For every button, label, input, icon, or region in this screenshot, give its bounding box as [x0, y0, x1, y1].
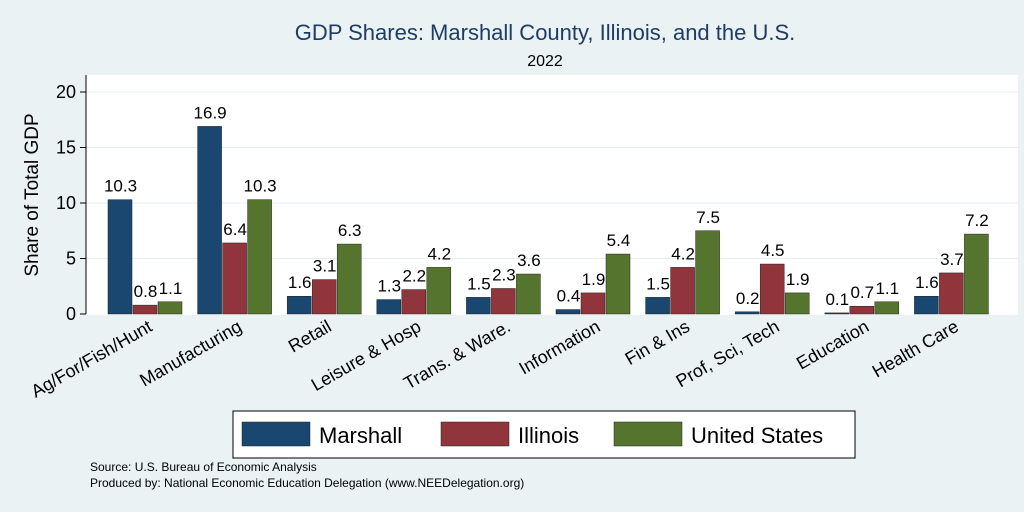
bar: [197, 126, 222, 315]
bar: [336, 243, 362, 315]
data-label: 4.2: [427, 244, 451, 263]
bar: [157, 301, 183, 315]
y-tick-label: 10: [56, 193, 76, 213]
legend-label: Marshall: [319, 423, 402, 448]
y-ticks: 0 5 10 15 20: [56, 82, 86, 324]
bar: [784, 292, 810, 315]
y-tick-label: 15: [56, 138, 76, 158]
bar: [824, 312, 850, 315]
legend-swatch: [440, 421, 510, 447]
y-axis-label: Share of Total GDP: [22, 113, 43, 276]
data-label: 4.5: [761, 241, 785, 260]
legend-label: Illinois: [518, 423, 579, 448]
data-label: 1.1: [875, 279, 899, 298]
bar: [645, 297, 670, 315]
category-label: Retail: [285, 316, 335, 356]
chart-title: GDP Shares: Marshall County, Illinois, a…: [295, 20, 796, 45]
bar: [401, 289, 427, 315]
data-label: 7.5: [696, 208, 720, 227]
data-label: 1.9: [786, 270, 810, 289]
produced-by-note: Produced by: National Economic Education…: [90, 476, 525, 490]
data-label: 6.4: [223, 220, 247, 239]
bar: [695, 230, 720, 315]
data-label: 1.3: [377, 277, 401, 296]
bar: [466, 297, 491, 315]
bar: [555, 309, 581, 315]
data-label: 10.3: [104, 177, 137, 196]
category-label: Manufacturing: [136, 316, 245, 390]
data-label: 1.5: [646, 274, 670, 293]
data-label: 6.3: [338, 221, 362, 240]
legend: Marshall Illinois United States: [232, 410, 856, 459]
data-label: 1.1: [159, 279, 183, 298]
data-label: 1.6: [288, 273, 312, 292]
bar: [939, 272, 964, 315]
category-label: Ag/For/Fish/Hunt: [28, 316, 156, 401]
data-label: 2.2: [402, 267, 426, 286]
bar: [311, 279, 337, 315]
bar: [670, 267, 695, 315]
category-label: Fin & Ins: [622, 316, 694, 369]
data-label: 0.2: [736, 289, 760, 308]
bar: [516, 273, 541, 315]
data-label: 1.6: [915, 273, 939, 292]
legend-box: [232, 410, 856, 459]
data-label: 5.4: [607, 231, 631, 250]
category-label: Health Care: [869, 316, 962, 381]
data-label: 1.5: [467, 274, 491, 293]
data-label: 0.7: [850, 283, 874, 302]
data-label: 16.9: [194, 103, 227, 122]
bars: [107, 126, 989, 315]
category-label: Education: [793, 316, 872, 373]
data-label: 0.1: [825, 290, 849, 309]
legend-label: United States: [691, 423, 823, 448]
bar: [107, 199, 133, 315]
bar: [964, 233, 989, 315]
data-label: 1.9: [582, 270, 606, 289]
bar: [849, 305, 875, 315]
bar: [376, 299, 402, 315]
data-label: 3.6: [517, 251, 541, 270]
data-label: 2.3: [492, 265, 516, 284]
bar: [874, 301, 900, 315]
bar: [426, 267, 452, 315]
source-note: Source: U.S. Bureau of Economic Analysis: [90, 460, 317, 474]
chart-subtitle: 2022: [527, 53, 563, 70]
category-label: Information: [516, 316, 604, 378]
data-label: 3.7: [940, 250, 964, 269]
bar: [286, 295, 312, 315]
legend-swatch: [613, 421, 683, 447]
bar: [580, 292, 606, 315]
data-label: 10.3: [244, 177, 277, 196]
legend-swatch: [241, 421, 311, 447]
bar: [605, 253, 631, 315]
data-labels: 10.30.8 1.116.96.410.31.63.16.31.32.24.21…: [104, 103, 989, 308]
data-label: 7.2: [965, 211, 989, 230]
bar: [491, 288, 516, 315]
y-tick-label: 5: [66, 249, 76, 269]
y-tick-label: 0: [66, 304, 76, 324]
bar: [734, 311, 760, 315]
data-label: 4.2: [671, 244, 695, 263]
data-label: 3.1: [313, 257, 337, 276]
data-label: 0.8: [134, 282, 158, 301]
bar: [247, 199, 272, 315]
bar: [132, 304, 158, 315]
bar: [759, 263, 785, 315]
bar: [914, 295, 939, 315]
bar: [222, 242, 247, 315]
data-label: 0.4: [557, 287, 581, 306]
y-tick-label: 20: [56, 82, 76, 102]
